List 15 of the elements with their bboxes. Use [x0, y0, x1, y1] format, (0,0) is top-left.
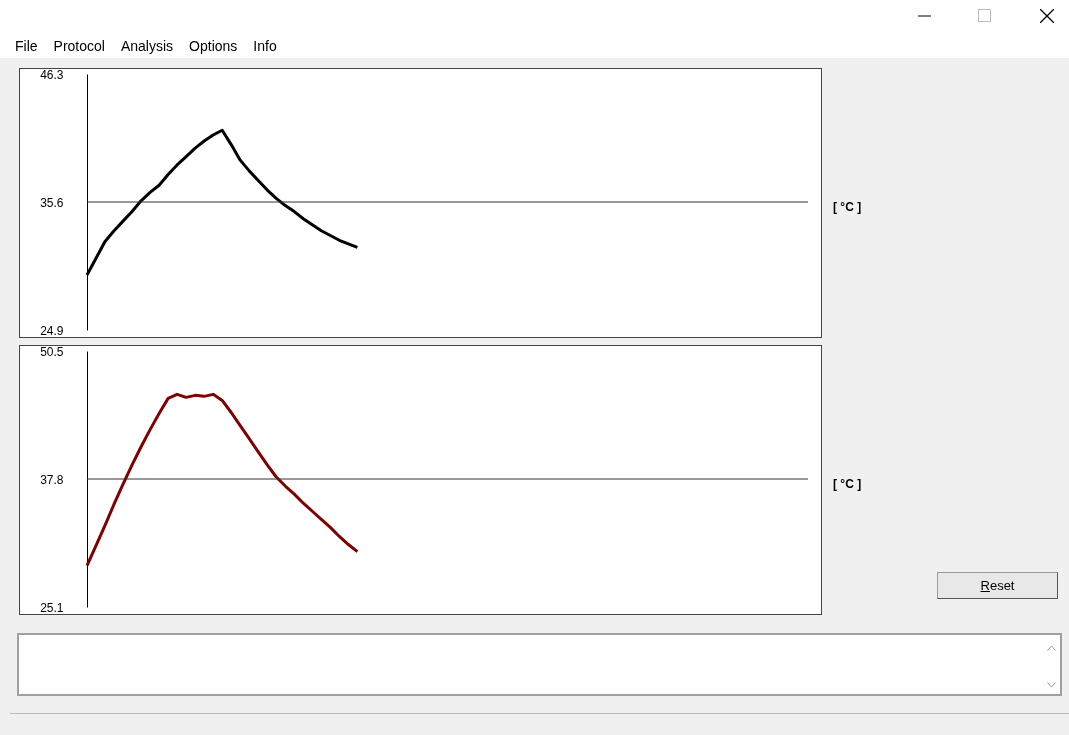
y-axis-title: [ °C ] — [833, 477, 862, 491]
text: Reset — [980, 578, 1015, 593]
y-tick-label: 25.1 — [40, 600, 64, 615]
y-tick-label: 35.6 — [40, 195, 64, 210]
line-series — [85, 392, 359, 568]
text: File — [15, 38, 38, 54]
text: Options — [189, 38, 238, 54]
y-tick-label: 24.9 — [40, 323, 64, 338]
text: Info — [253, 38, 277, 54]
y-tick-label: 50.5 — [40, 344, 64, 359]
y-tick-label: 46.3 — [40, 67, 64, 82]
y-tick-label: 37.8 — [40, 472, 64, 487]
y-axis-title: [ °C ] — [833, 200, 862, 214]
text: Protocol — [53, 38, 105, 54]
text: Analysis — [120, 38, 174, 54]
